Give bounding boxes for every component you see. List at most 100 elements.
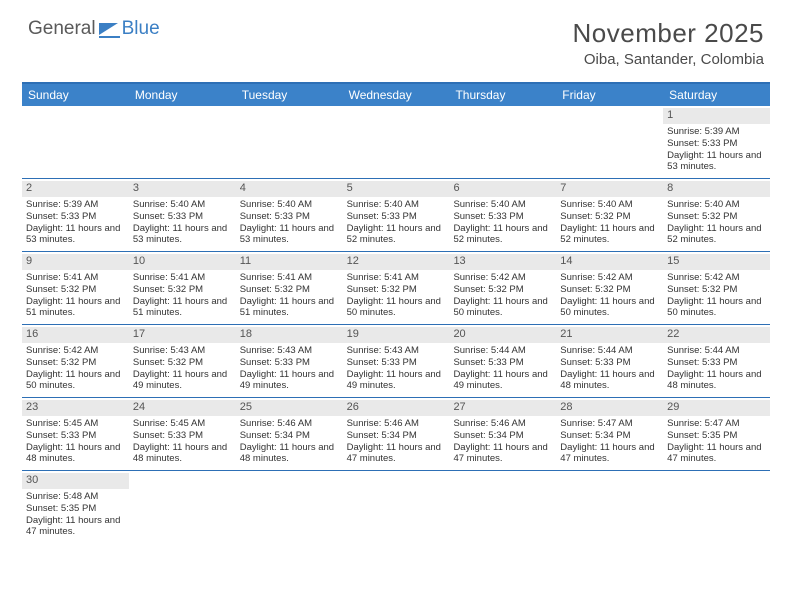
day-number: 21 bbox=[556, 327, 663, 343]
sunset-line: Sunset: 5:32 PM bbox=[560, 211, 659, 223]
day-number: 30 bbox=[22, 473, 129, 489]
sunrise-line: Sunrise: 5:43 AM bbox=[347, 345, 446, 357]
calendar-cell: 13Sunrise: 5:42 AMSunset: 5:32 PMDayligh… bbox=[449, 252, 556, 324]
calendar-cell: 14Sunrise: 5:42 AMSunset: 5:32 PMDayligh… bbox=[556, 252, 663, 324]
day-number: 25 bbox=[236, 400, 343, 416]
day-number: 22 bbox=[663, 327, 770, 343]
sunrise-line: Sunrise: 5:41 AM bbox=[133, 272, 232, 284]
calendar-cell: 12Sunrise: 5:41 AMSunset: 5:32 PMDayligh… bbox=[343, 252, 450, 324]
calendar-cell: 5Sunrise: 5:40 AMSunset: 5:33 PMDaylight… bbox=[343, 179, 450, 251]
day-number: 10 bbox=[129, 254, 236, 270]
calendar-cell-empty: . bbox=[129, 471, 236, 543]
day-number: 20 bbox=[449, 327, 556, 343]
daylight-line: Daylight: 11 hours and 50 minutes. bbox=[667, 296, 766, 320]
calendar-cell: 15Sunrise: 5:42 AMSunset: 5:32 PMDayligh… bbox=[663, 252, 770, 324]
week-row: 30Sunrise: 5:48 AMSunset: 5:35 PMDayligh… bbox=[22, 471, 770, 543]
sunset-line: Sunset: 5:33 PM bbox=[26, 211, 125, 223]
calendar-cell-empty: . bbox=[236, 471, 343, 543]
sunrise-line: Sunrise: 5:48 AM bbox=[26, 491, 125, 503]
sunrise-line: Sunrise: 5:42 AM bbox=[453, 272, 552, 284]
calendar-cell: 23Sunrise: 5:45 AMSunset: 5:33 PMDayligh… bbox=[22, 398, 129, 470]
sunset-line: Sunset: 5:33 PM bbox=[26, 430, 125, 442]
logo-part2: Blue bbox=[122, 18, 160, 40]
calendar-cell: 18Sunrise: 5:43 AMSunset: 5:33 PMDayligh… bbox=[236, 325, 343, 397]
day-number: 5 bbox=[343, 181, 450, 197]
daylight-line: Daylight: 11 hours and 51 minutes. bbox=[240, 296, 339, 320]
calendar-cell-empty: . bbox=[556, 106, 663, 178]
sunset-line: Sunset: 5:32 PM bbox=[560, 284, 659, 296]
sunset-line: Sunset: 5:32 PM bbox=[667, 211, 766, 223]
daylight-line: Daylight: 11 hours and 52 minutes. bbox=[347, 223, 446, 247]
day-header: Monday bbox=[129, 84, 236, 106]
calendar-cell-empty: . bbox=[343, 106, 450, 178]
week-row: 9Sunrise: 5:41 AMSunset: 5:32 PMDaylight… bbox=[22, 252, 770, 325]
calendar-cell-empty: . bbox=[556, 471, 663, 543]
calendar-cell: 10Sunrise: 5:41 AMSunset: 5:32 PMDayligh… bbox=[129, 252, 236, 324]
sunset-line: Sunset: 5:33 PM bbox=[560, 357, 659, 369]
day-header-row: SundayMondayTuesdayWednesdayThursdayFrid… bbox=[22, 84, 770, 106]
sunrise-line: Sunrise: 5:40 AM bbox=[453, 199, 552, 211]
sunrise-line: Sunrise: 5:41 AM bbox=[240, 272, 339, 284]
daylight-line: Daylight: 11 hours and 49 minutes. bbox=[453, 369, 552, 393]
sunset-line: Sunset: 5:33 PM bbox=[347, 211, 446, 223]
day-number: 16 bbox=[22, 327, 129, 343]
logo-part1: General bbox=[28, 18, 96, 40]
sunset-line: Sunset: 5:33 PM bbox=[453, 211, 552, 223]
day-number: 28 bbox=[556, 400, 663, 416]
day-header: Thursday bbox=[449, 84, 556, 106]
calendar-cell-empty: . bbox=[343, 471, 450, 543]
day-number: 6 bbox=[449, 181, 556, 197]
sunset-line: Sunset: 5:34 PM bbox=[347, 430, 446, 442]
calendar-cell-empty: . bbox=[449, 471, 556, 543]
sunrise-line: Sunrise: 5:42 AM bbox=[560, 272, 659, 284]
calendar-cell: 26Sunrise: 5:46 AMSunset: 5:34 PMDayligh… bbox=[343, 398, 450, 470]
sunset-line: Sunset: 5:35 PM bbox=[667, 430, 766, 442]
daylight-line: Daylight: 11 hours and 53 minutes. bbox=[133, 223, 232, 247]
daylight-line: Daylight: 11 hours and 52 minutes. bbox=[560, 223, 659, 247]
calendar-cell: 30Sunrise: 5:48 AMSunset: 5:35 PMDayligh… bbox=[22, 471, 129, 543]
calendar-cell: 20Sunrise: 5:44 AMSunset: 5:33 PMDayligh… bbox=[449, 325, 556, 397]
day-number: 13 bbox=[449, 254, 556, 270]
sunrise-line: Sunrise: 5:44 AM bbox=[453, 345, 552, 357]
logo: General Blue bbox=[28, 18, 160, 40]
calendar-cell-empty: . bbox=[449, 106, 556, 178]
sunrise-line: Sunrise: 5:47 AM bbox=[667, 418, 766, 430]
day-number: 27 bbox=[449, 400, 556, 416]
calendar-cell-empty: . bbox=[22, 106, 129, 178]
sunrise-line: Sunrise: 5:40 AM bbox=[667, 199, 766, 211]
sunrise-line: Sunrise: 5:39 AM bbox=[26, 199, 125, 211]
sunset-line: Sunset: 5:32 PM bbox=[453, 284, 552, 296]
sunrise-line: Sunrise: 5:40 AM bbox=[560, 199, 659, 211]
day-number: 3 bbox=[129, 181, 236, 197]
title-block: November 2025 Oiba, Santander, Colombia bbox=[573, 18, 765, 68]
day-header: Wednesday bbox=[343, 84, 450, 106]
day-number: 1 bbox=[663, 108, 770, 124]
sunrise-line: Sunrise: 5:39 AM bbox=[667, 126, 766, 138]
day-number: 15 bbox=[663, 254, 770, 270]
week-row: ......1Sunrise: 5:39 AMSunset: 5:33 PMDa… bbox=[22, 106, 770, 179]
sunset-line: Sunset: 5:32 PM bbox=[133, 284, 232, 296]
day-header: Friday bbox=[556, 84, 663, 106]
daylight-line: Daylight: 11 hours and 50 minutes. bbox=[347, 296, 446, 320]
sunset-line: Sunset: 5:34 PM bbox=[453, 430, 552, 442]
calendar-cell: 17Sunrise: 5:43 AMSunset: 5:32 PMDayligh… bbox=[129, 325, 236, 397]
sunset-line: Sunset: 5:33 PM bbox=[240, 357, 339, 369]
day-number: 26 bbox=[343, 400, 450, 416]
calendar-cell: 28Sunrise: 5:47 AMSunset: 5:34 PMDayligh… bbox=[556, 398, 663, 470]
sunset-line: Sunset: 5:33 PM bbox=[133, 211, 232, 223]
day-number: 8 bbox=[663, 181, 770, 197]
daylight-line: Daylight: 11 hours and 47 minutes. bbox=[347, 442, 446, 466]
sunset-line: Sunset: 5:32 PM bbox=[240, 284, 339, 296]
calendar-body: ......1Sunrise: 5:39 AMSunset: 5:33 PMDa… bbox=[22, 106, 770, 543]
daylight-line: Daylight: 11 hours and 48 minutes. bbox=[667, 369, 766, 393]
calendar-cell: 2Sunrise: 5:39 AMSunset: 5:33 PMDaylight… bbox=[22, 179, 129, 251]
sunset-line: Sunset: 5:32 PM bbox=[26, 284, 125, 296]
daylight-line: Daylight: 11 hours and 48 minutes. bbox=[240, 442, 339, 466]
daylight-line: Daylight: 11 hours and 51 minutes. bbox=[26, 296, 125, 320]
calendar-cell: 16Sunrise: 5:42 AMSunset: 5:32 PMDayligh… bbox=[22, 325, 129, 397]
sunrise-line: Sunrise: 5:46 AM bbox=[453, 418, 552, 430]
sunrise-line: Sunrise: 5:41 AM bbox=[347, 272, 446, 284]
daylight-line: Daylight: 11 hours and 50 minutes. bbox=[26, 369, 125, 393]
day-number: 7 bbox=[556, 181, 663, 197]
calendar-cell: 6Sunrise: 5:40 AMSunset: 5:33 PMDaylight… bbox=[449, 179, 556, 251]
